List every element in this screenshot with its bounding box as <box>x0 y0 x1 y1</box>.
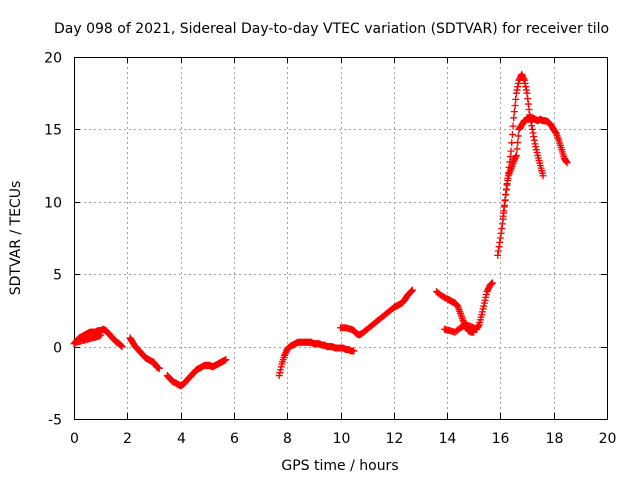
series-arc8 <box>494 70 547 259</box>
data-point <box>502 191 510 199</box>
data-point <box>520 75 528 83</box>
data-point <box>97 331 105 339</box>
series-arc5 <box>337 286 416 339</box>
data-point <box>525 105 533 113</box>
x-tick-label: 14 <box>439 431 457 447</box>
data-point <box>350 347 358 355</box>
data-point <box>499 212 507 220</box>
y-tick-label: 20 <box>44 51 62 67</box>
axis-ticks <box>74 57 608 420</box>
x-tick-label: 12 <box>386 431 404 447</box>
data-point <box>408 287 416 295</box>
chart-title: Day 098 of 2021, Sidereal Day-to-day VTE… <box>54 21 609 37</box>
data-point <box>407 288 415 296</box>
x-tick-label: 10 <box>333 431 351 447</box>
series-arc9 <box>499 114 571 220</box>
x-tick-labels: 0 2 4 6 8 10 12 14 16 18 20 <box>70 431 616 447</box>
y-tick-label: 15 <box>44 123 62 139</box>
data-point <box>530 133 538 141</box>
data-point <box>512 151 520 159</box>
data-point <box>512 89 520 97</box>
data-point <box>118 343 126 351</box>
data-point <box>511 102 519 110</box>
data-point <box>117 342 125 350</box>
y-tick-labels: -5 0 5 10 15 20 <box>44 51 62 429</box>
data-point <box>522 86 530 94</box>
data-point <box>513 145 521 153</box>
data-point <box>155 364 163 372</box>
data-point <box>500 207 508 215</box>
data-point <box>509 122 517 130</box>
x-tick-label: 20 <box>599 431 617 447</box>
data-point <box>562 158 570 166</box>
data-point <box>510 108 518 116</box>
x-axis-label: GPS time / hours <box>281 458 398 474</box>
data-point <box>487 280 495 288</box>
data-point <box>563 159 571 167</box>
data-point <box>528 122 536 130</box>
x-tick-label: 16 <box>492 431 510 447</box>
x-tick-label: 2 <box>123 431 132 447</box>
data-point <box>507 147 515 155</box>
data-point <box>514 132 522 140</box>
x-tick-label: 6 <box>230 431 239 447</box>
series-arc2 <box>126 334 163 372</box>
data-point <box>494 251 502 259</box>
data-point <box>514 83 522 91</box>
data-point <box>508 139 516 147</box>
data-point <box>498 220 506 228</box>
data-point <box>408 286 416 294</box>
data-point <box>523 89 531 97</box>
series-arc1-lower <box>73 331 105 346</box>
series-arc7 <box>440 279 496 336</box>
y-tick-label: 0 <box>53 341 62 357</box>
data-point <box>524 95 532 103</box>
data-point <box>510 114 518 122</box>
data-point <box>504 176 512 184</box>
series-arc4 <box>275 338 358 380</box>
y-tick-label: -5 <box>48 413 62 429</box>
data-point <box>539 172 547 180</box>
series-arc3 <box>163 356 230 390</box>
y-tick-label: 10 <box>44 196 62 212</box>
data-point <box>117 341 125 349</box>
data-point <box>502 186 510 194</box>
data-point <box>530 136 538 144</box>
data-point <box>529 129 537 137</box>
data-point <box>512 153 520 161</box>
data-point <box>521 79 529 87</box>
data-point <box>488 280 496 288</box>
data-point <box>522 83 530 91</box>
data-point <box>498 225 506 233</box>
x-tick-label: 18 <box>546 431 564 447</box>
data-point <box>495 243 503 251</box>
data-point <box>512 95 520 103</box>
y-tick-label: 5 <box>53 268 62 284</box>
data-points <box>70 70 571 390</box>
data-point <box>514 79 522 87</box>
data-point <box>528 125 536 133</box>
data-point <box>488 279 496 287</box>
data-point <box>501 196 509 204</box>
data-point <box>520 76 528 84</box>
data-point <box>494 247 502 255</box>
data-point <box>222 356 230 364</box>
data-point <box>496 234 504 242</box>
data-point <box>524 100 532 108</box>
x-tick-label: 0 <box>70 431 79 447</box>
data-point <box>496 238 504 246</box>
data-point <box>513 86 521 94</box>
y-axis-label: SDTVAR / TECUs <box>8 181 24 296</box>
x-tick-label: 4 <box>177 431 186 447</box>
data-point <box>508 130 516 138</box>
data-point <box>497 229 505 237</box>
data-point <box>500 201 508 209</box>
data-point <box>514 138 522 146</box>
data-point <box>474 322 482 330</box>
data-point <box>503 181 511 189</box>
x-tick-label: 8 <box>283 431 292 447</box>
